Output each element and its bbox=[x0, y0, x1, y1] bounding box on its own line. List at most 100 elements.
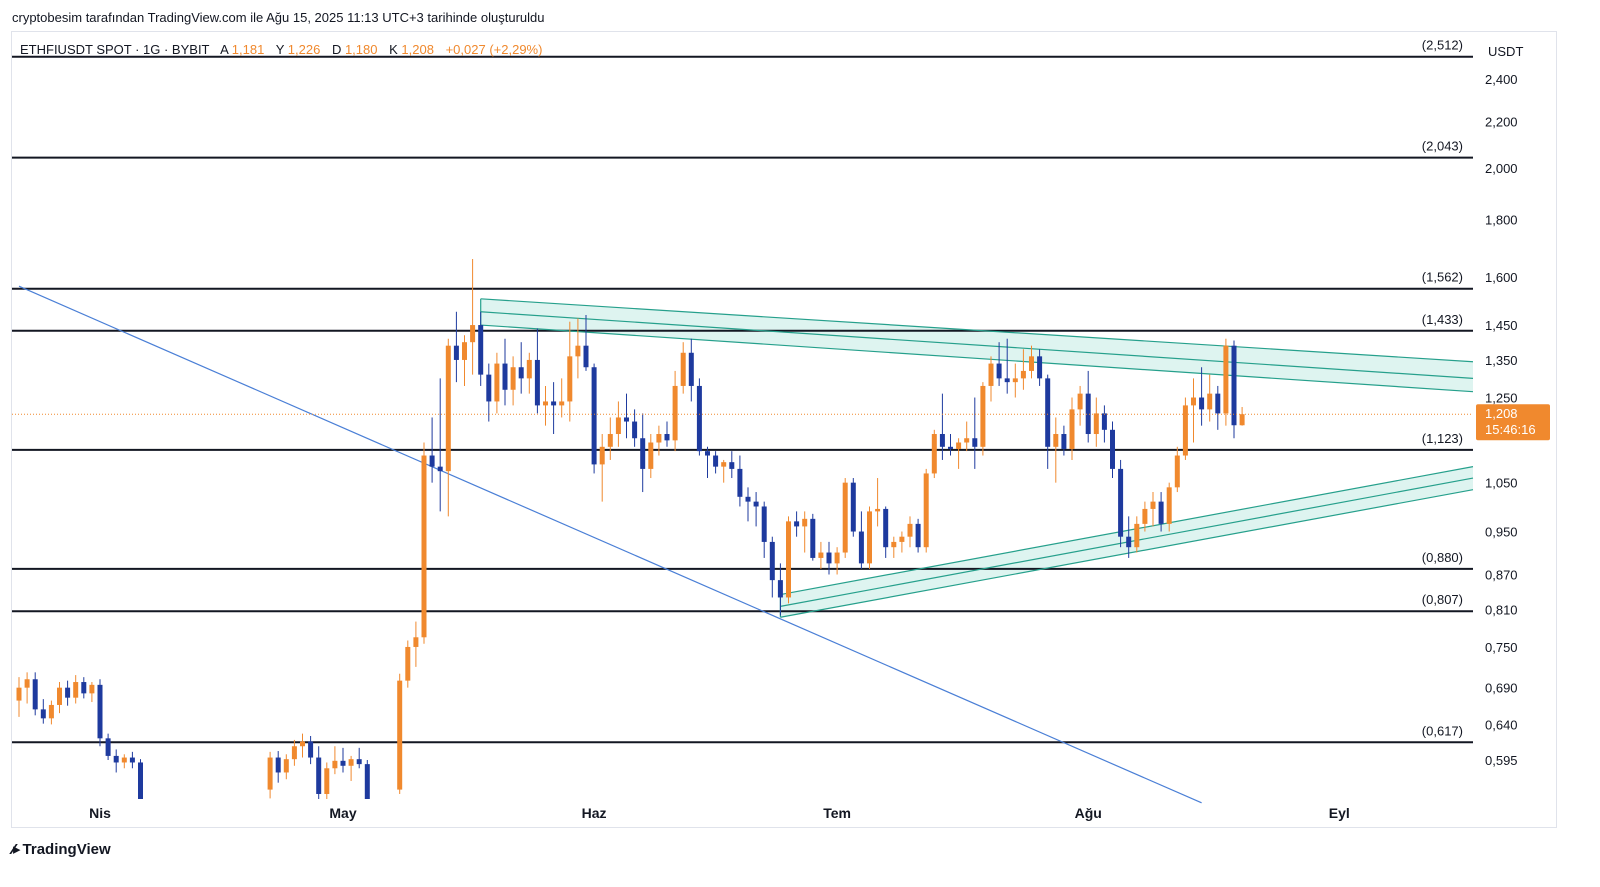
candle-2025-05-16[interactable] bbox=[462, 335, 467, 386]
candle-2025-07-18[interactable] bbox=[972, 397, 978, 469]
candle-2025-06-04[interactable] bbox=[615, 401, 621, 447]
candle-2025-08-02[interactable] bbox=[1093, 397, 1099, 447]
candle-2025-07-08[interactable] bbox=[891, 536, 897, 558]
candle-2025-08-09[interactable] bbox=[1150, 492, 1156, 527]
candle-2025-06-21[interactable] bbox=[753, 492, 759, 527]
candle-2025-07-10[interactable] bbox=[907, 516, 913, 548]
candle-2025-03-22[interactable] bbox=[16, 677, 22, 717]
candle-2025-07-15[interactable] bbox=[948, 434, 953, 456]
candle-2025-04-02[interactable] bbox=[105, 733, 111, 760]
candle-2025-07-25[interactable] bbox=[1029, 345, 1034, 379]
candle-2025-06-02[interactable] bbox=[599, 434, 605, 502]
candle-2025-08-05[interactable] bbox=[1118, 459, 1124, 548]
candle-2025-04-05[interactable] bbox=[129, 751, 135, 769]
candle-2025-05-19[interactable] bbox=[486, 363, 492, 422]
candle-2025-06-01[interactable] bbox=[591, 363, 597, 474]
candle-2025-06-16[interactable] bbox=[713, 451, 719, 474]
candle-2025-07-31[interactable] bbox=[1077, 385, 1083, 426]
candle-2025-07-09[interactable] bbox=[899, 531, 905, 553]
candle-2025-04-03[interactable] bbox=[113, 749, 119, 773]
candle-2025-08-17[interactable] bbox=[1215, 385, 1221, 430]
candle-2025-05-02[interactable] bbox=[348, 755, 354, 781]
candle-2025-06-12[interactable] bbox=[680, 342, 686, 394]
candle-2025-08-14[interactable] bbox=[1191, 378, 1196, 443]
candle-2025-07-01[interactable] bbox=[834, 547, 840, 575]
candle-2025-04-22[interactable] bbox=[267, 751, 273, 799]
candle-2025-06-06[interactable] bbox=[632, 409, 638, 447]
candle-2025-04-06[interactable] bbox=[138, 759, 143, 799]
candle-2025-07-13[interactable] bbox=[931, 429, 937, 479]
candle-2025-08-12[interactable] bbox=[1174, 446, 1180, 493]
candle-2025-03-28[interactable] bbox=[65, 680, 71, 706]
upper-channel-line-0[interactable] bbox=[480, 298, 1474, 363]
candle-2025-05-23[interactable] bbox=[518, 342, 524, 394]
candle-2025-08-19[interactable] bbox=[1231, 340, 1237, 439]
candle-2025-08-11[interactable] bbox=[1166, 482, 1172, 532]
candle-2025-08-18[interactable] bbox=[1223, 338, 1229, 426]
candle-2025-03-25[interactable] bbox=[40, 699, 46, 724]
upper-channel-line-1[interactable] bbox=[480, 311, 1474, 379]
candle-2025-05-12[interactable] bbox=[429, 417, 435, 483]
candle-2025-04-27[interactable] bbox=[308, 735, 314, 765]
candle-2025-04-04[interactable] bbox=[121, 754, 127, 769]
candle-2025-07-21[interactable] bbox=[996, 342, 1002, 386]
candle-2025-06-03[interactable] bbox=[607, 417, 613, 460]
candle-2025-08-03[interactable] bbox=[1101, 405, 1107, 443]
candle-2025-07-23[interactable] bbox=[1012, 363, 1018, 398]
candle-2025-06-15[interactable] bbox=[705, 446, 710, 479]
candle-2025-05-20[interactable] bbox=[494, 352, 500, 414]
candle-2025-05-17[interactable] bbox=[470, 259, 476, 375]
candle-2025-05-18[interactable] bbox=[478, 311, 484, 386]
candle-2025-07-14[interactable] bbox=[939, 393, 945, 460]
candle-2025-05-04[interactable] bbox=[364, 760, 370, 799]
candle-2025-03-29[interactable] bbox=[73, 675, 79, 704]
candle-2025-03-27[interactable] bbox=[57, 682, 62, 714]
lower-channel-line-0[interactable] bbox=[780, 466, 1474, 596]
candle-2025-06-08[interactable] bbox=[648, 434, 654, 479]
candle-2025-06-25[interactable] bbox=[786, 516, 791, 604]
candle-2025-05-21[interactable] bbox=[502, 338, 508, 406]
candle-2025-06-23[interactable] bbox=[769, 536, 775, 598]
candle-2025-03-24[interactable] bbox=[32, 672, 38, 716]
candle-2025-04-25[interactable] bbox=[291, 739, 297, 766]
candle-2025-08-08[interactable] bbox=[1142, 501, 1148, 532]
candle-2025-05-15[interactable] bbox=[453, 311, 459, 383]
price-axis[interactable]: USDT 2,400 2,200 2,000 1,800 1,600 1,450 1,350… bbox=[1485, 44, 1523, 768]
candle-2025-07-22[interactable] bbox=[1004, 338, 1010, 394]
candle-2025-07-07[interactable] bbox=[883, 506, 889, 558]
candle-2025-07-17[interactable] bbox=[964, 421, 970, 452]
candle-2025-04-26[interactable] bbox=[300, 733, 305, 758]
candle-2025-06-11[interactable] bbox=[672, 370, 678, 452]
lower-channel-line-2[interactable] bbox=[780, 489, 1474, 618]
candle-2025-07-11[interactable] bbox=[915, 518, 921, 553]
candle-2025-07-02[interactable] bbox=[842, 478, 848, 558]
candle-2025-06-22[interactable] bbox=[761, 501, 767, 558]
candles[interactable] bbox=[16, 259, 1245, 799]
candle-2025-05-10[interactable] bbox=[413, 621, 419, 667]
candle-2025-05-26[interactable] bbox=[543, 385, 548, 426]
candle-2025-05-25[interactable] bbox=[534, 328, 540, 414]
candle-2025-06-14[interactable] bbox=[696, 378, 702, 456]
candle-2025-07-27[interactable] bbox=[1045, 374, 1051, 469]
candle-2025-06-13[interactable] bbox=[688, 338, 694, 402]
candle-2025-06-20[interactable] bbox=[745, 487, 751, 522]
candle-2025-08-10[interactable] bbox=[1158, 492, 1164, 532]
candle-2025-04-24[interactable] bbox=[283, 754, 289, 780]
candle-2025-06-18[interactable] bbox=[729, 451, 735, 479]
candle-2025-07-06[interactable] bbox=[875, 478, 881, 527]
candle-2025-03-26[interactable] bbox=[48, 700, 54, 725]
candle-2025-05-14[interactable] bbox=[445, 338, 451, 517]
time-axis[interactable]: Nis May Haz Tem Ağu Eyl bbox=[89, 805, 1350, 821]
candle-2025-07-26[interactable] bbox=[1037, 349, 1043, 386]
descending-trendline[interactable] bbox=[18, 285, 1202, 804]
candle-2025-05-01[interactable] bbox=[340, 747, 346, 773]
candle-2025-06-28[interactable] bbox=[810, 513, 816, 561]
candle-2025-06-17[interactable] bbox=[721, 459, 727, 483]
candle-2025-07-28[interactable] bbox=[1053, 417, 1059, 483]
candle-2025-05-03[interactable] bbox=[356, 747, 362, 769]
candle-2025-05-29[interactable] bbox=[567, 321, 573, 422]
candle-2025-06-24[interactable] bbox=[777, 563, 783, 616]
candle-2025-06-29[interactable] bbox=[818, 541, 824, 569]
candle-2025-05-13[interactable] bbox=[437, 378, 443, 512]
